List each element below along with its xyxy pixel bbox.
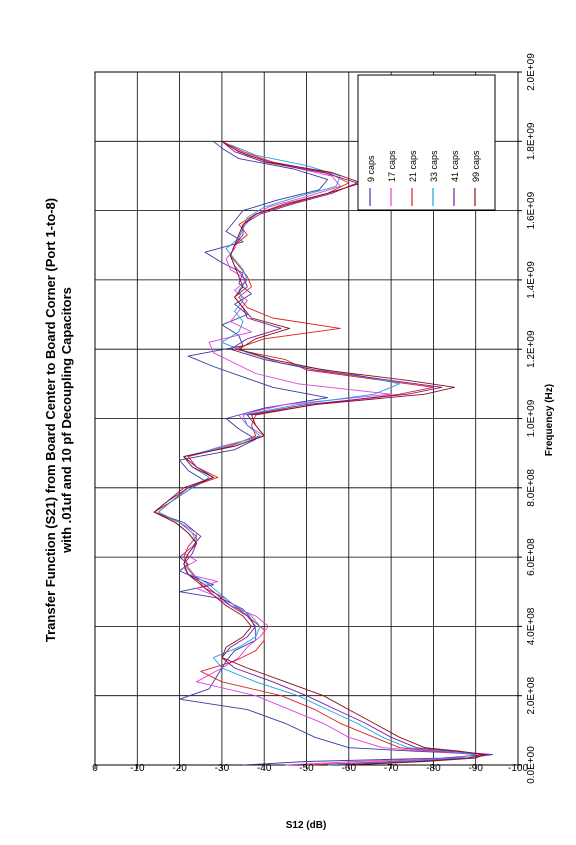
y-axis-title: S12 (dB) <box>286 820 327 831</box>
legend-box <box>357 74 496 211</box>
x-tick-label: 2.0E+09 <box>526 53 537 91</box>
legend-label: 33 caps <box>429 150 439 182</box>
legend-label: 41 caps <box>450 150 460 182</box>
x-tick-label: 6.0E+08 <box>526 538 537 576</box>
y-tick-label: -20 <box>172 763 187 774</box>
x-tick-label: 1.8E+09 <box>526 122 537 160</box>
y-tick-label: -40 <box>257 763 272 774</box>
x-tick-label: 1.4E+09 <box>526 261 537 299</box>
legend-label: 21 caps <box>408 150 418 182</box>
x-tick-label: 2.0E+08 <box>526 677 537 715</box>
legend-items: 9 caps 17 caps 21 caps 33 caps 41 caps 99 cap… <box>366 150 481 206</box>
y-tick-label: -90 <box>468 763 483 774</box>
series-line <box>153 140 485 766</box>
legend-label: 9 caps <box>366 155 376 182</box>
y-tick-label: -60 <box>342 763 357 774</box>
x-tick-label: 4.0E+08 <box>526 607 537 645</box>
legend-label: 17 caps <box>387 150 397 182</box>
x-tick-label: 8.0E+08 <box>526 469 537 507</box>
x-tick-label: 1.6E+09 <box>526 191 537 229</box>
y-tick-label: -70 <box>384 763 399 774</box>
legend: 9 caps 17 caps 21 caps 33 caps 41 caps 99 cap… <box>357 74 496 211</box>
y-tick-label: -30 <box>215 763 230 774</box>
x-tick-label: 1.2E+09 <box>526 330 537 368</box>
chart-title: Transfer Function (S21) from Board Cente… <box>43 198 58 642</box>
y-tick-label: -50 <box>299 763 314 774</box>
y-tick-label: 0 <box>92 763 98 774</box>
y-tick-label: -10 <box>130 763 145 774</box>
series-layer <box>153 140 494 766</box>
series-line <box>153 140 489 766</box>
legend-label: 99 caps <box>471 150 481 182</box>
x-axis-title: Frequency (Hz) <box>544 384 555 456</box>
y-tick-label: -100 <box>508 763 528 774</box>
y-tick-label: -80 <box>426 763 441 774</box>
chart-subtitle: with .01uf and 10 pf Decoupling Capacito… <box>59 287 74 554</box>
x-tick-label: 0.0E+00 <box>526 746 537 784</box>
x-tick-label: 1.0E+09 <box>526 399 537 437</box>
